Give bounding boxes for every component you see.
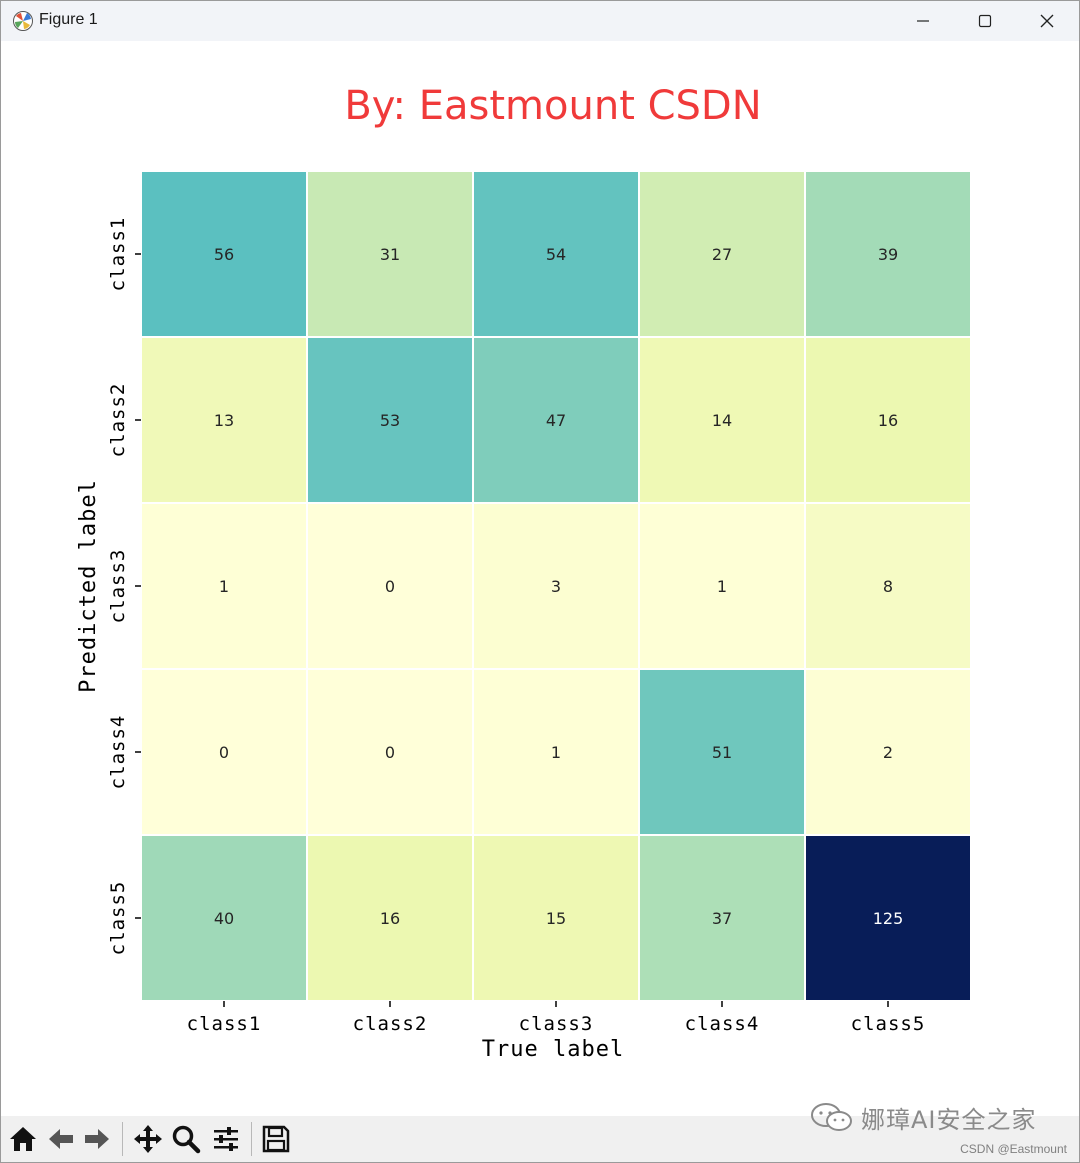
heatmap-cell <box>306 502 474 670</box>
back-icon <box>49 1129 73 1149</box>
heatmap-cell <box>804 834 972 1002</box>
cell-value-label: 51 <box>712 743 732 762</box>
cell-value-label: 2 <box>883 743 893 762</box>
cell-value-label: 0 <box>385 577 395 596</box>
close-button[interactable] <box>1016 1 1078 41</box>
cell-value-label: 15 <box>546 909 566 928</box>
heatmap-cell <box>804 170 972 338</box>
cell-value-label: 53 <box>380 411 400 430</box>
heatmap-cell <box>638 170 806 338</box>
heatmap-cell <box>140 502 308 670</box>
heatmap-cell <box>638 834 806 1002</box>
x-tick-label: class5 <box>851 1013 926 1035</box>
cell-value-label: 40 <box>214 909 234 928</box>
wechat-icon <box>811 1103 852 1131</box>
heatmap-cell <box>306 668 474 836</box>
heatmap-cell <box>472 668 640 836</box>
cell-value-label: 54 <box>546 245 566 264</box>
back-button[interactable] <box>43 1120 79 1158</box>
toolbar-separator <box>251 1122 252 1156</box>
cell-value-label: 14 <box>712 411 732 430</box>
watermark-text: 娜璋AI安全之家 <box>861 1105 1037 1134</box>
y-tick-label: class2 <box>107 383 129 458</box>
heatmap-cell <box>804 502 972 670</box>
cell-value-label: 56 <box>214 245 234 264</box>
cell-value-label: 1 <box>551 743 561 762</box>
cell-value-label: 3 <box>551 577 561 596</box>
cell-value-label: 0 <box>219 743 229 762</box>
pan-button[interactable] <box>130 1120 166 1158</box>
y-tick-label: class3 <box>107 549 129 624</box>
y-tick-label: class4 <box>107 715 129 790</box>
pan-icon <box>134 1125 162 1153</box>
forward-button[interactable] <box>79 1120 115 1158</box>
heatmap-cell <box>472 336 640 504</box>
x-tick-label: class3 <box>519 1013 594 1035</box>
credit-text: CSDN @Eastmount <box>960 1142 1067 1156</box>
cell-value-label: 125 <box>873 909 904 928</box>
heatmap-cell <box>804 336 972 504</box>
chart-title: By: Eastmount CSDN <box>344 83 761 129</box>
heatmap-cell <box>804 668 972 836</box>
window-title: Figure 1 <box>39 11 98 28</box>
cell-value-label: 13 <box>214 411 234 430</box>
cell-value-label: 39 <box>878 245 898 264</box>
figure-canvas[interactable]: By: Eastmount CSDN 56 31 54 27 39 13 53 47 14 16 1… <box>1 41 1079 1116</box>
configure-subplots-icon <box>214 1127 238 1151</box>
configure-subplots-button[interactable] <box>208 1120 244 1158</box>
axis-ticks: class1 class2 class3 class4 class5 class1 clas… <box>107 217 926 1035</box>
x-tick-label: class2 <box>353 1013 428 1035</box>
minimize-icon <box>917 20 929 22</box>
heatmap-cell <box>638 502 806 670</box>
save-icon <box>262 1125 290 1153</box>
cell-value-label: 31 <box>380 245 400 264</box>
close-icon <box>1040 14 1054 28</box>
cell-value-label: 16 <box>380 909 400 928</box>
cell-value-label: 16 <box>878 411 898 430</box>
y-tick-label: class5 <box>107 881 129 956</box>
toolbar-separator <box>122 1122 123 1156</box>
home-button[interactable] <box>5 1120 41 1158</box>
maximize-icon <box>978 14 992 28</box>
forward-icon <box>85 1129 109 1149</box>
x-tick-label: class1 <box>187 1013 262 1035</box>
cell-value-label: 0 <box>385 743 395 762</box>
navigation-toolbar <box>1 1116 1079 1162</box>
home-icon <box>10 1127 36 1151</box>
heatmap-cell <box>306 336 474 504</box>
title-bar[interactable]: Figure 1 <box>1 1 1079 41</box>
cell-value-label: 8 <box>883 577 893 596</box>
heatmap-cell <box>140 834 308 1002</box>
cell-value-label: 27 <box>712 245 732 264</box>
cell-value-label: 47 <box>546 411 566 430</box>
heatmap-cell <box>140 336 308 504</box>
heatmap-cell <box>472 834 640 1002</box>
zoom-button[interactable] <box>168 1120 204 1158</box>
matplotlib-app-icon <box>13 11 33 31</box>
zoom-icon <box>172 1125 201 1154</box>
cell-value-label: 1 <box>717 577 727 596</box>
y-tick-label: class1 <box>107 217 129 292</box>
heatmap-cell <box>472 502 640 670</box>
x-axis-label: True label <box>482 1037 624 1062</box>
x-tick-label: class4 <box>685 1013 760 1035</box>
y-axis-label: Predicted label <box>76 479 101 693</box>
save-button[interactable] <box>258 1120 294 1158</box>
cell-value-label: 37 <box>712 909 732 928</box>
minimize-button[interactable] <box>892 1 954 41</box>
watermark: 娜璋AI安全之家 <box>809 1097 1037 1137</box>
maximize-button[interactable] <box>954 1 1016 41</box>
cell-value-label: 1 <box>219 577 229 596</box>
